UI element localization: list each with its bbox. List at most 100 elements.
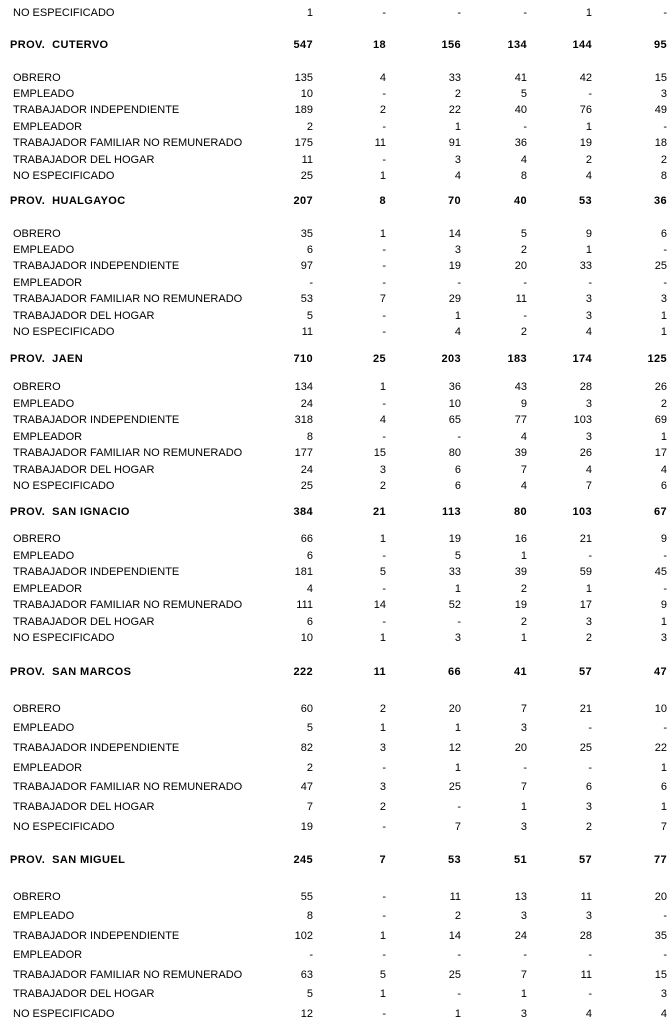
cell-value: 7 bbox=[379, 854, 386, 866]
cell-value: 3 bbox=[520, 722, 527, 735]
cell-value: 4 bbox=[379, 71, 386, 84]
cell-value: - bbox=[382, 820, 386, 833]
cell-value: - bbox=[663, 7, 667, 19]
cell-value: 3 bbox=[585, 801, 592, 813]
cell-value: - bbox=[382, 910, 386, 922]
cell-value: 1 bbox=[520, 801, 527, 813]
cell-value: 20 bbox=[654, 890, 667, 903]
cell-value: 77 bbox=[514, 414, 527, 426]
cell-value: 189 bbox=[294, 104, 313, 117]
province-total-row: PROV. SAN MARCOS 222 11 66 41 57 47 bbox=[0, 666, 672, 679]
cell-value: 1 bbox=[660, 430, 667, 443]
category-row: TRABAJADOR DEL HOGAR 7 2 - 1 3 1 bbox=[0, 801, 672, 814]
cell-value: 4 bbox=[520, 480, 527, 492]
cell-value: 7 bbox=[520, 781, 527, 794]
cell-value: - bbox=[382, 397, 386, 410]
cell-value: 40 bbox=[514, 104, 527, 117]
cell-value: - bbox=[588, 722, 592, 735]
cell-value: 113 bbox=[442, 506, 461, 518]
cell-value: 42 bbox=[579, 71, 592, 84]
cell-value: - bbox=[382, 120, 386, 133]
cell-value: 28 bbox=[579, 381, 592, 393]
cell-value: 67 bbox=[653, 506, 667, 518]
category-label: EMPLEADO bbox=[13, 87, 75, 100]
cell-value: 2 bbox=[585, 632, 592, 644]
cell-value: - bbox=[663, 910, 667, 922]
cell-value: 36 bbox=[514, 137, 527, 150]
province-label: PROV. SAN MARCOS bbox=[10, 666, 132, 678]
category-row: EMPLEADO 24 - 10 9 3 2 bbox=[0, 398, 672, 411]
category-row: EMPLEADOR 4 - 1 2 1 - bbox=[0, 583, 672, 596]
province-label: PROV. SAN MIGUEL bbox=[10, 854, 126, 866]
cell-value: 26 bbox=[654, 381, 667, 393]
cell-value: 6 bbox=[454, 463, 461, 476]
cell-value: 33 bbox=[448, 566, 461, 578]
cell-value: 144 bbox=[572, 39, 592, 51]
cell-value: 3 bbox=[585, 397, 592, 410]
cell-value: 125 bbox=[647, 353, 667, 365]
cell-value: 4 bbox=[454, 325, 461, 338]
cell-value: 14 bbox=[448, 929, 461, 942]
category-label: EMPLEADO bbox=[13, 722, 75, 735]
category-row: TRABAJADOR DEL HOGAR 5 1 - 1 - 3 bbox=[0, 988, 672, 1001]
cell-value: 3 bbox=[520, 910, 527, 922]
category-row: TRABAJADOR FAMILIAR NO REMUNERADO 63 5 25 7 1… bbox=[0, 969, 672, 982]
cell-value: 5 bbox=[306, 722, 313, 735]
cell-value: - bbox=[382, 430, 386, 443]
cell-value: 2 bbox=[306, 120, 313, 133]
cell-value: 1 bbox=[585, 243, 592, 256]
cell-value: 28 bbox=[579, 929, 592, 942]
cell-value: 1 bbox=[660, 761, 667, 774]
cell-value: 80 bbox=[448, 447, 461, 459]
cell-value: 4 bbox=[520, 430, 527, 443]
cell-value: 53 bbox=[578, 195, 592, 207]
cell-value: 156 bbox=[441, 39, 461, 51]
cell-value: 2 bbox=[379, 801, 386, 813]
cell-value: 1 bbox=[585, 120, 592, 133]
cell-value: 1 bbox=[520, 632, 527, 644]
province-label: PROV. JAEN bbox=[10, 353, 84, 365]
category-label: EMPLEADOR bbox=[13, 949, 83, 961]
cell-value: 2 bbox=[520, 582, 527, 595]
cell-value: 183 bbox=[507, 353, 527, 365]
cell-value: 3 bbox=[454, 153, 461, 166]
category-label: EMPLEADO bbox=[13, 397, 75, 410]
cell-value: 35 bbox=[300, 227, 313, 240]
cell-value: - bbox=[382, 325, 386, 338]
cell-value: 7 bbox=[520, 968, 527, 981]
cell-value: - bbox=[382, 153, 386, 166]
cell-value: 3 bbox=[660, 87, 667, 100]
province-label: PROV. CUTERVO bbox=[10, 39, 109, 51]
category-row: TRABAJADOR INDEPENDIENTE 181 5 33 39 59 45 bbox=[0, 566, 672, 579]
cell-value: 3 bbox=[585, 910, 592, 922]
cell-value: 63 bbox=[300, 968, 313, 981]
cell-value: 11 bbox=[373, 666, 386, 678]
cell-value: - bbox=[588, 761, 592, 774]
category-row: OBRERO 134 1 36 43 28 26 bbox=[0, 381, 672, 394]
cell-value: - bbox=[663, 243, 667, 256]
cell-value: 2 bbox=[660, 153, 667, 166]
cell-value: 11 bbox=[374, 137, 386, 150]
cell-value: 1 bbox=[379, 227, 386, 240]
cell-value: 25 bbox=[372, 353, 386, 365]
cell-value: 6 bbox=[306, 549, 313, 562]
cell-value: 8 bbox=[520, 169, 527, 182]
category-label: TRABAJADOR INDEPENDIENTE bbox=[13, 104, 180, 117]
category-row: OBRERO 66 1 19 16 21 9 bbox=[0, 533, 672, 546]
cell-value: 2 bbox=[379, 702, 386, 715]
category-label: TRABAJADOR INDEPENDIENTE bbox=[13, 414, 180, 426]
category-label: EMPLEADO bbox=[13, 243, 75, 256]
cell-value: 97 bbox=[300, 260, 313, 273]
cell-value: 76 bbox=[579, 104, 592, 117]
cell-value: 9 bbox=[660, 599, 667, 611]
cell-value: 25 bbox=[300, 169, 313, 182]
cell-value: 11 bbox=[449, 890, 461, 903]
category-label: TRABAJADOR FAMILIAR NO REMUNERADO bbox=[13, 293, 243, 306]
cell-value: 17 bbox=[579, 599, 592, 611]
cell-value: 1 bbox=[454, 1007, 461, 1020]
cell-value: 25 bbox=[448, 781, 461, 794]
cell-value: 3 bbox=[379, 781, 386, 794]
cell-value: - bbox=[663, 722, 667, 735]
cell-value: 24 bbox=[514, 929, 527, 942]
cell-value: 91 bbox=[448, 137, 461, 150]
